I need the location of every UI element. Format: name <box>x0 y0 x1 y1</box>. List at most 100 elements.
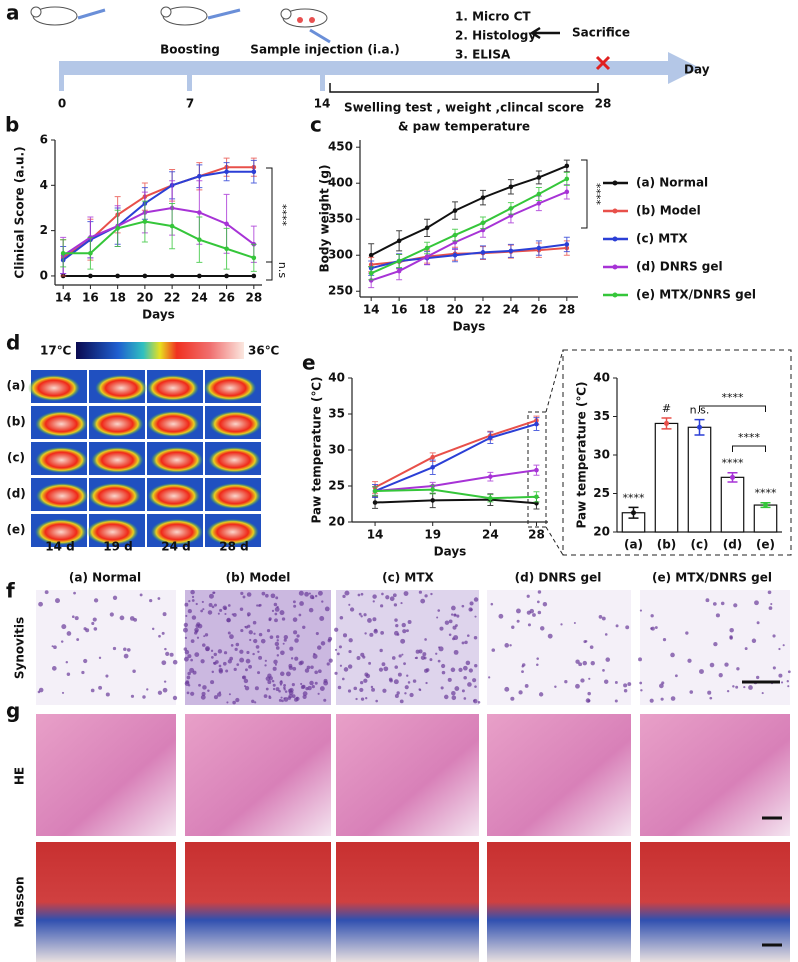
cell <box>98 685 103 690</box>
cell <box>298 590 304 596</box>
cell <box>202 643 206 647</box>
cell <box>371 687 375 692</box>
cell <box>288 688 293 693</box>
y-tick-label: 450 <box>328 140 353 154</box>
cell <box>538 692 544 697</box>
y-tick-label: 20 <box>593 525 610 539</box>
comparison-label: **** <box>738 431 761 444</box>
cell <box>218 691 222 694</box>
cell <box>306 665 311 670</box>
data-point <box>372 488 378 494</box>
data-point <box>251 255 257 261</box>
cell <box>270 593 276 599</box>
row-label: (b) <box>6 415 26 429</box>
data-point <box>452 208 458 213</box>
histology-image <box>185 842 331 962</box>
timeline-tick <box>320 61 325 91</box>
cell <box>724 662 729 667</box>
x-tick-label: 16 <box>82 291 99 305</box>
histology-image <box>36 590 176 705</box>
cell <box>308 607 314 613</box>
cell <box>450 613 454 616</box>
cell <box>461 604 465 608</box>
cell <box>729 627 734 633</box>
cell <box>437 659 441 663</box>
y-tick-label: 350 <box>328 212 353 226</box>
cell <box>394 665 398 669</box>
thermal-paw <box>86 519 139 545</box>
cell <box>780 681 784 684</box>
cell <box>275 635 280 639</box>
cell <box>207 610 213 615</box>
cell <box>187 654 192 659</box>
cell <box>51 666 57 671</box>
thermal-paw <box>36 483 89 509</box>
data-point <box>430 454 436 460</box>
cell <box>729 636 733 640</box>
cell <box>707 690 712 695</box>
cell <box>169 652 174 657</box>
thermal-paw <box>208 447 261 473</box>
cell <box>439 626 444 631</box>
data-point <box>480 250 486 255</box>
cell <box>283 697 289 702</box>
x-tick-label: 24 <box>191 291 208 305</box>
cell <box>83 627 87 631</box>
series-line <box>370 165 568 257</box>
cell <box>516 608 521 614</box>
cell <box>418 590 422 594</box>
x-tick-label: 22 <box>475 303 492 317</box>
cell <box>382 688 387 693</box>
thermal-paw <box>34 519 87 545</box>
cell <box>195 602 198 606</box>
cell <box>130 694 135 698</box>
cell <box>278 690 281 693</box>
cell <box>93 627 98 631</box>
cell <box>627 682 632 686</box>
bar <box>720 476 745 533</box>
cell <box>222 661 227 666</box>
series-line <box>374 423 537 492</box>
cell <box>787 685 790 688</box>
cell <box>292 666 297 671</box>
cell <box>162 687 168 693</box>
cell <box>404 685 409 690</box>
cell <box>323 698 327 702</box>
cell <box>191 599 195 602</box>
y-tick-label: 40 <box>328 371 345 385</box>
cell <box>403 591 409 596</box>
cell <box>448 633 452 637</box>
data-point <box>534 467 539 473</box>
cell <box>767 590 772 595</box>
cell <box>423 656 427 660</box>
arrow <box>529 26 560 40</box>
data-point <box>396 258 402 264</box>
cell <box>248 664 253 669</box>
panel-label: c <box>310 113 322 137</box>
cell <box>685 631 689 635</box>
bar <box>753 504 778 533</box>
cell <box>242 675 246 679</box>
cell <box>313 652 316 656</box>
cell <box>406 674 409 677</box>
cell <box>191 615 197 620</box>
cell <box>321 600 324 603</box>
cell <box>218 664 222 668</box>
thermal-paw <box>147 411 200 437</box>
cell <box>404 692 407 695</box>
data-point <box>534 421 539 427</box>
cell <box>713 641 718 647</box>
cell <box>275 596 279 600</box>
cell <box>339 615 344 620</box>
x-tick-label: 14 <box>55 291 72 305</box>
y-tick-label: 4 <box>40 178 48 192</box>
cell <box>709 662 715 668</box>
histology-image <box>185 714 331 836</box>
cell <box>348 603 351 606</box>
cell <box>258 655 263 660</box>
cell <box>305 686 309 691</box>
annotation: n.s <box>276 262 289 278</box>
cell <box>201 600 204 603</box>
data-point <box>88 273 93 279</box>
data-point <box>197 210 202 215</box>
